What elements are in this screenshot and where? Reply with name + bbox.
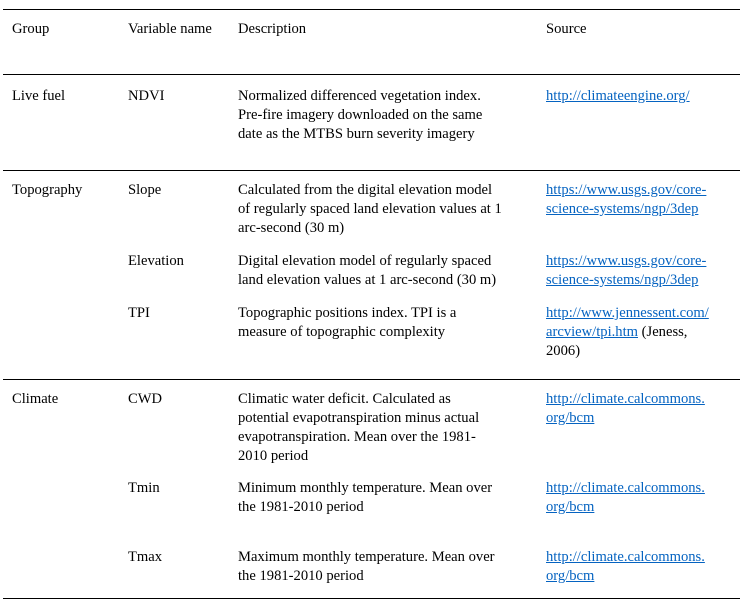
variable-name: CWD — [128, 391, 163, 407]
variable-name: Tmin — [128, 480, 160, 496]
header-group: Group — [12, 21, 50, 37]
source-link[interactable]: https://www.usgs.gov/core-science-system… — [546, 182, 707, 217]
variable-name: TPI — [128, 305, 150, 321]
source-link[interactable]: https://www.usgs.gov/core-science-system… — [546, 253, 707, 288]
source-link[interactable]: http://climate.calcommons. org/bcm — [546, 391, 705, 426]
description: Maximum monthly temperature. Mean over th… — [238, 549, 495, 584]
description: Digital elevation model of regularly spa… — [238, 253, 497, 288]
group-label: Topography — [12, 182, 83, 198]
header-source: Source — [546, 21, 587, 37]
description: Calculated from the digital elevation mo… — [238, 182, 502, 236]
variable-name: NDVI — [128, 88, 165, 104]
source-link[interactable]: http://climateengine.org/ — [546, 88, 690, 104]
source-citation: (Jeness, — [638, 324, 688, 340]
table-bottom-rule — [3, 598, 740, 599]
group-label: Climate — [12, 391, 59, 407]
variable-name: Tmax — [128, 549, 163, 565]
header-variable-name: Variable name — [128, 21, 212, 37]
description: Normalized differenced vegetation index.… — [238, 88, 483, 142]
variable-name: Slope — [128, 182, 162, 198]
group-divider-rule — [3, 379, 740, 380]
header-description: Description — [238, 21, 307, 37]
table-top-rule — [3, 9, 740, 10]
description: Topographic positions index. TPI is a mea… — [238, 305, 457, 340]
source-link[interactable]: http://www.jennessent.com/ arcview/tpi.h… — [546, 304, 736, 361]
source-link[interactable]: http://climate.calcommons. org/bcm — [546, 549, 705, 584]
source-citation-year: 2006) — [546, 343, 581, 359]
description: Climatic water deficit. Calculated as pot… — [238, 391, 480, 464]
description: Minimum monthly temperature. Mean over th… — [238, 480, 493, 515]
group-label: Live fuel — [12, 88, 66, 104]
group-divider-rule — [3, 170, 740, 171]
source-link[interactable]: http://climate.calcommons. org/bcm — [546, 480, 705, 515]
header-bottom-rule — [3, 74, 740, 75]
variable-name: Elevation — [128, 253, 184, 269]
